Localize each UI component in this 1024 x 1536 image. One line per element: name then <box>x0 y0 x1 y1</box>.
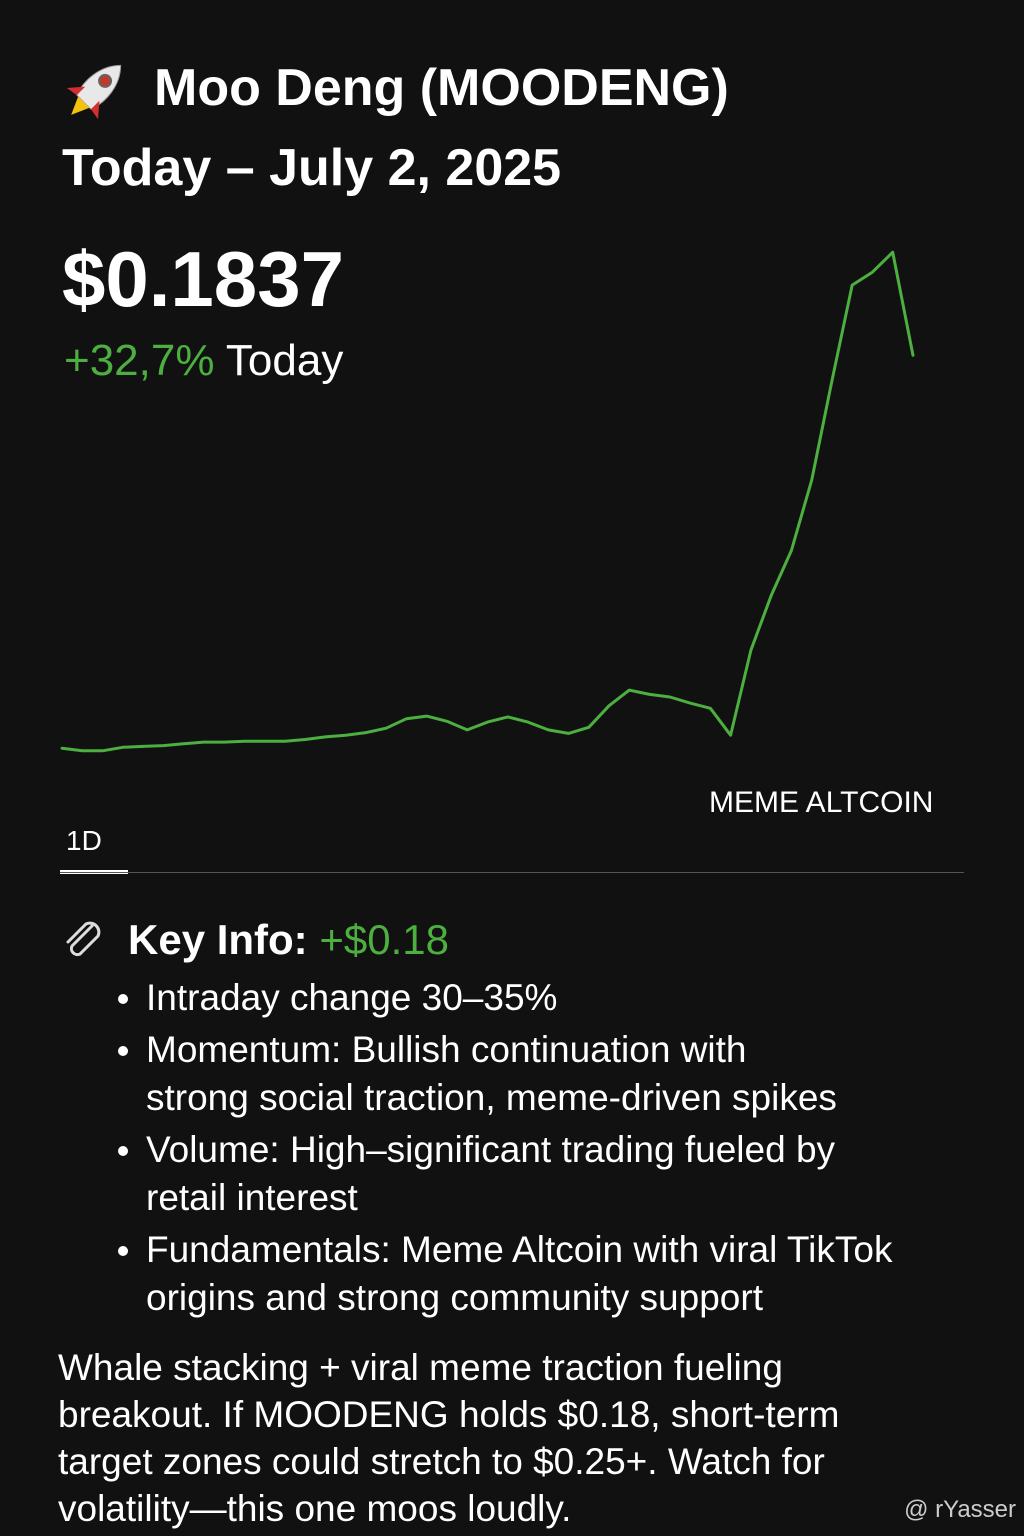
change-percent: +32,7% <box>64 336 215 385</box>
price: $0.1837 <box>62 235 344 323</box>
key-info-label: Key Info: <box>128 916 308 963</box>
subtitle: Today – July 2, 2025 <box>62 139 562 197</box>
key-info: Key Info: +$0.18 <box>128 916 449 964</box>
paragraph-line: volatility—this one moos loudly. <box>58 1488 572 1529</box>
bullet-line: Momentum: Bullish continuation with <box>146 1029 747 1070</box>
chart-annotation: MEME ALTCOIN <box>709 786 934 819</box>
rocket-icon <box>66 64 122 120</box>
title: Moo Deng (MOODENG) <box>154 59 729 117</box>
bullet-line: strong social traction, meme-driven spik… <box>146 1077 837 1118</box>
bullet-line: retail interest <box>146 1177 358 1218</box>
paragraph-line: target zones could stretch to $0.25+. Wa… <box>58 1441 825 1482</box>
bullet-line: Fundamentals: Meme Altcoin with viral Ti… <box>146 1229 893 1270</box>
bullet-line: origins and strong community support <box>146 1277 763 1318</box>
key-info-amount: +$0.18 <box>319 916 449 963</box>
bullet-line: Intraday change 30–35% <box>146 977 558 1018</box>
price-change: +32,7% Today <box>64 336 343 386</box>
bullet-item: Fundamentals: Meme Altcoin with viral Ti… <box>112 1226 892 1322</box>
chart <box>60 64 915 753</box>
bullet-line: Volume: High–significant trading fueled … <box>146 1129 836 1170</box>
price-line <box>60 250 915 753</box>
paragraph: Whale stacking + viral meme traction fue… <box>58 1344 839 1532</box>
paragraph-line: Whale stacking + viral meme traction fue… <box>58 1347 783 1388</box>
bullet-item: Volume: High–significant trading fueled … <box>112 1126 892 1222</box>
paragraph-line: breakout. If MOODENG holds $0.18, short-… <box>58 1394 840 1435</box>
watermark: @ rYasser <box>904 1496 1016 1523</box>
bullet-item: Momentum: Bullish continuation with stron… <box>112 1026 892 1122</box>
bullet-list: Intraday change 30–35% Momentum: Bullish … <box>112 974 892 1326</box>
divider <box>60 872 964 873</box>
change-period: Today <box>225 336 344 385</box>
timeframe-tab[interactable]: 1D <box>66 825 102 856</box>
bullet-item: Intraday change 30–35% <box>112 974 892 1022</box>
paperclip-icon <box>66 921 101 957</box>
